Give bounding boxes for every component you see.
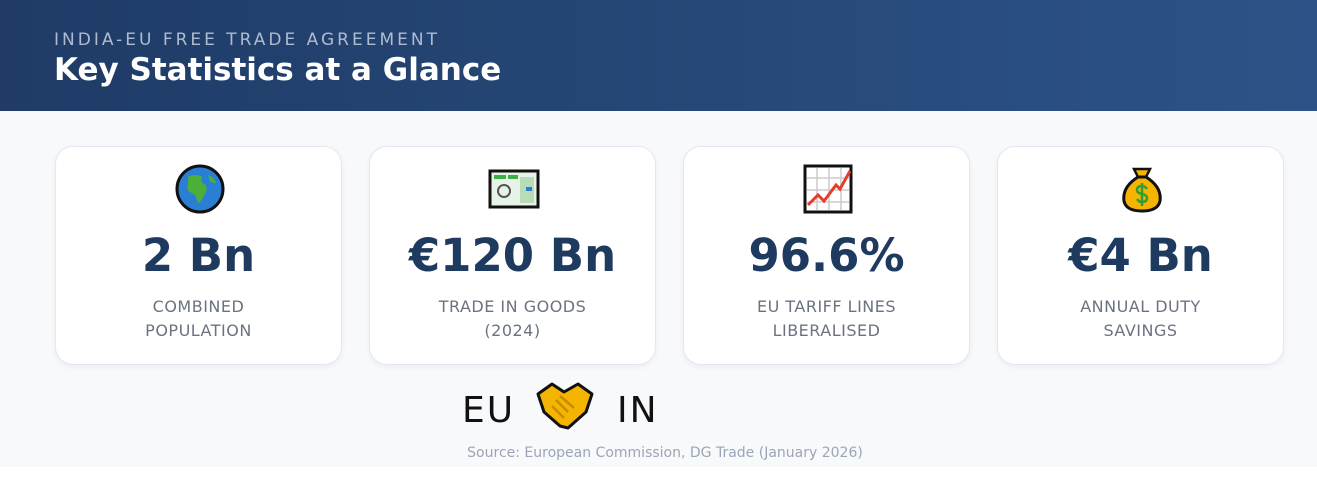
- money-bag-icon: [1122, 167, 1162, 213]
- stat-value: €4 Bn: [1068, 229, 1213, 282]
- stat-card: €120 Bn TRADE IN GOODS (2024): [369, 146, 656, 365]
- kicker: INDIA-EU FREE TRADE AGREEMENT: [54, 30, 440, 50]
- header: INDIA-EU FREE TRADE AGREEMENT Key Statis…: [0, 0, 1317, 111]
- stat-value: 96.6%: [748, 229, 905, 282]
- stat-card: €4 Bn ANNUAL DUTY SAVINGS: [997, 146, 1284, 365]
- stat-value: €120 Bn: [408, 229, 617, 282]
- chart-icon: [803, 164, 853, 214]
- globe-icon: [175, 164, 225, 214]
- partner-right: IN: [617, 390, 659, 431]
- stat-label: COMBINED POPULATION: [145, 297, 252, 340]
- stat-card: 2 Bn COMBINED POPULATION: [55, 146, 342, 365]
- stat-label: TRADE IN GOODS (2024): [438, 297, 587, 340]
- banknote-icon: [488, 169, 540, 209]
- handshake-icon: [536, 382, 594, 430]
- title: Key Statistics at a Glance: [54, 52, 502, 88]
- stat-card: 96.6% EU TARIFF LINES LIBERALISED: [683, 146, 970, 365]
- source-note: Source: European Commission, DG Trade (J…: [467, 445, 863, 461]
- stat-value: 2 Bn: [141, 229, 256, 282]
- partner-left: EU: [462, 390, 516, 431]
- stat-label: EU TARIFF LINES LIBERALISED: [756, 297, 897, 340]
- stat-label: ANNUAL DUTY SAVINGS: [1080, 297, 1201, 340]
